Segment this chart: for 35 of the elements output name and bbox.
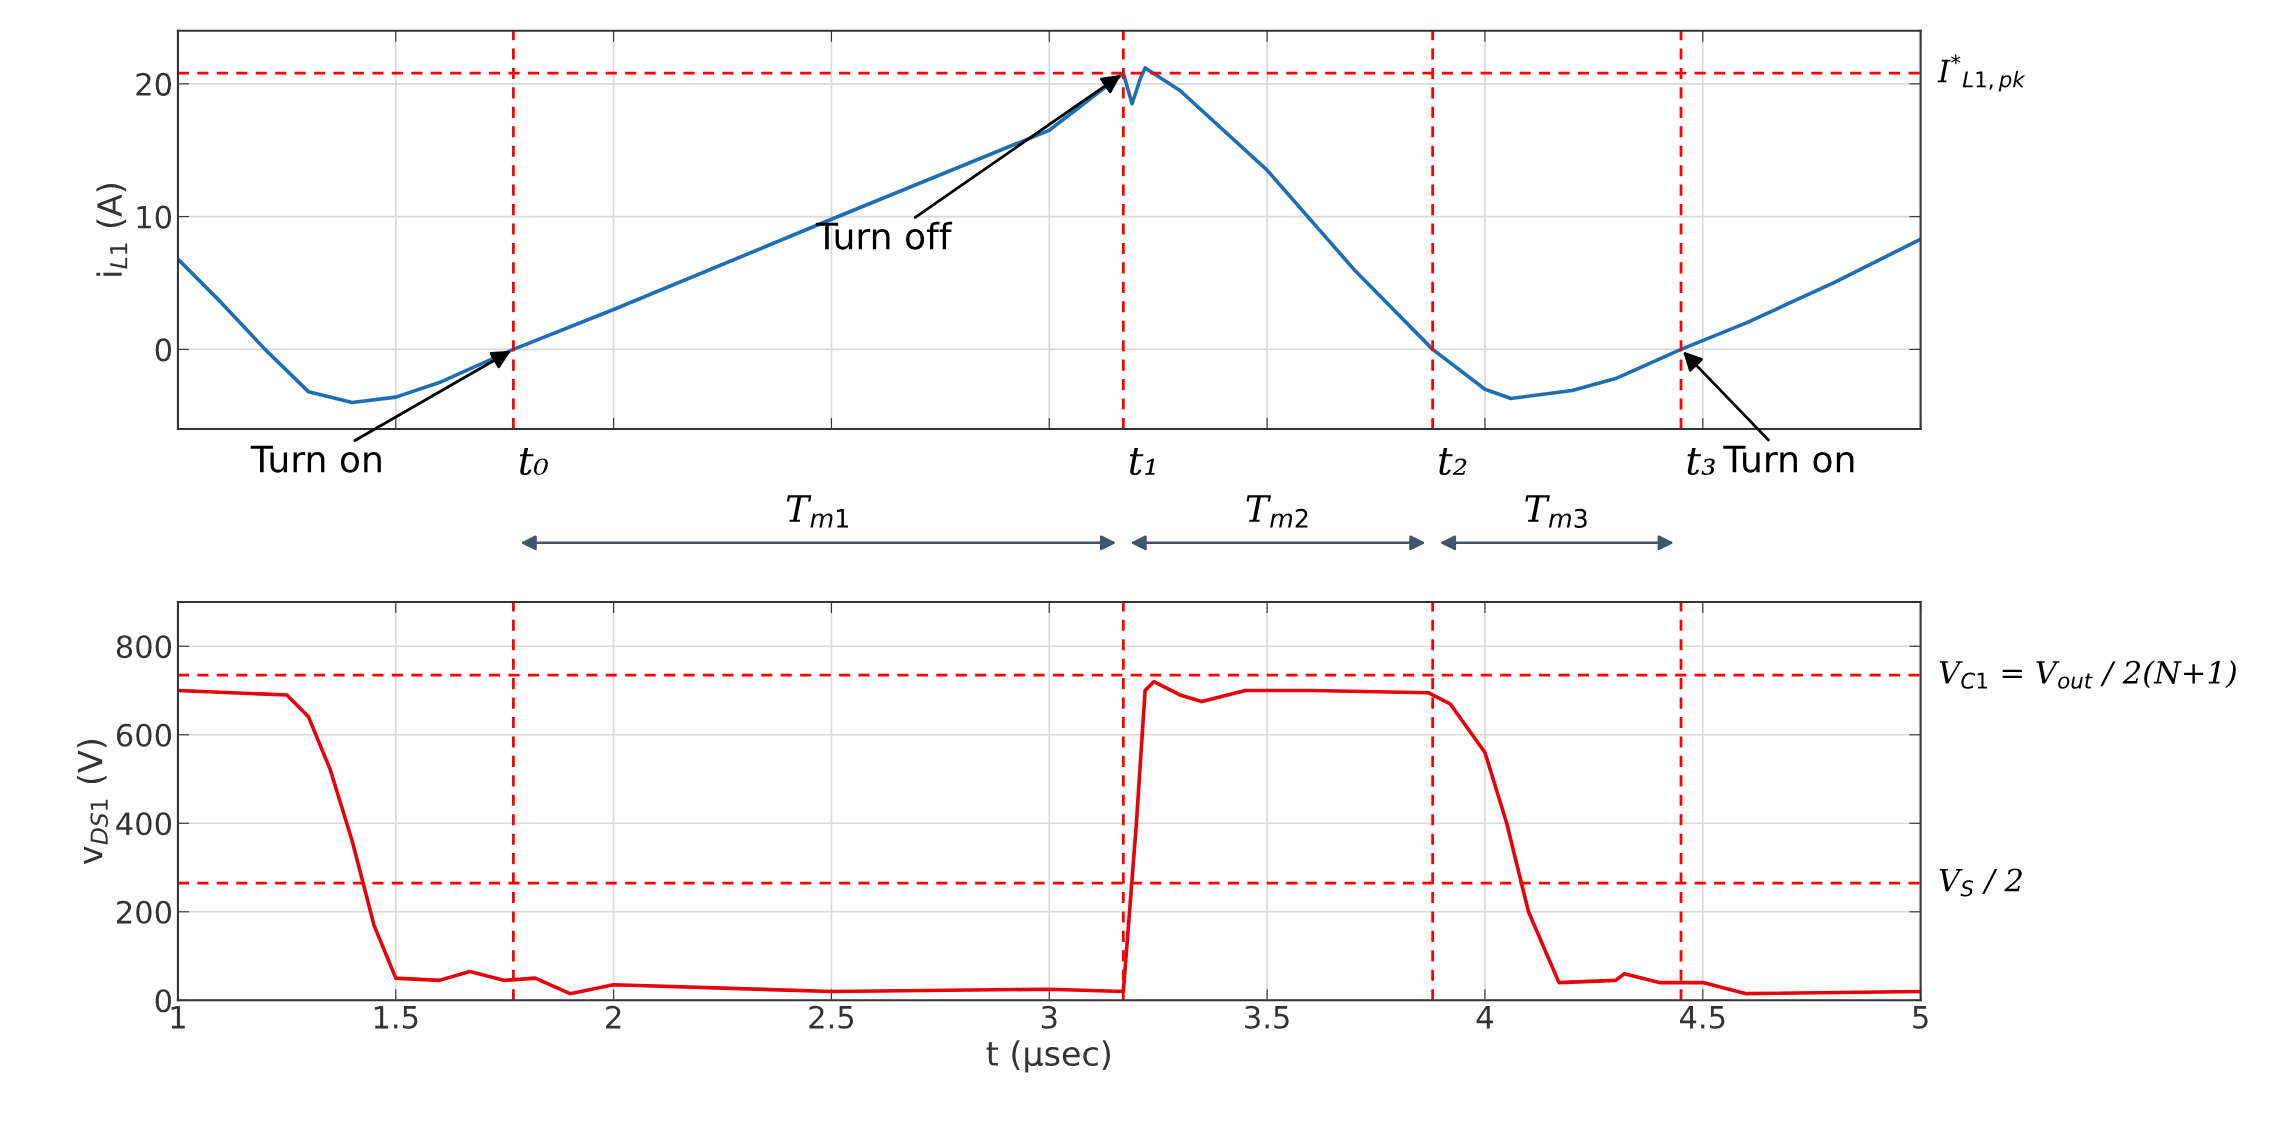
ref-line-label: t₂ <box>1439 448 1467 476</box>
x-tick-label: 1 <box>171 1006 185 1029</box>
text: T$_{m2}$ <box>1246 495 1308 528</box>
ref-line-label: t₀ <box>519 448 548 476</box>
y-tick-label: 20 <box>136 72 172 96</box>
x-tick-label: 2 <box>606 1005 621 1029</box>
y-tick-label: 400 <box>116 812 172 836</box>
y-tick-label: 800 <box>116 635 172 659</box>
x-tick-label: 3.5 <box>1245 1005 1289 1029</box>
ref-line-label: t₃ <box>1687 448 1715 476</box>
annotation: Turn off <box>815 221 953 250</box>
line-series <box>177 679 1921 996</box>
y-tick-label: 600 <box>116 723 172 747</box>
x-tick-label: 4 <box>1476 1006 1493 1029</box>
x-tick-label: 3 <box>1041 1005 1057 1029</box>
y-tick-label: 0 <box>155 989 172 1013</box>
line-series <box>177 66 1921 405</box>
ref-line-label: t₁ <box>1129 448 1155 476</box>
text: T$_{m3}$ <box>1525 495 1587 528</box>
x-axis-title: t (μsec) <box>986 1040 1110 1073</box>
y-axis-title: i$_{L1}$ (A) <box>96 184 128 276</box>
y-tick-label: 10 <box>137 205 172 229</box>
text: T$_{m1}$ <box>786 495 848 528</box>
ref-line-label: I$^{*}$$_{L1,pk}$ <box>1937 54 2026 92</box>
y-axis-title: v$_{DS1}$ (V) <box>76 740 109 865</box>
ref-line-label: V$_{C1}$ = V$_{out}$ / 2(N+1) <box>1939 660 2236 689</box>
x-tick-label: 1.5 <box>374 1006 418 1029</box>
y-tick-label: 0 <box>155 338 172 362</box>
annotation: Turn on <box>1723 445 1854 473</box>
ref-line-label: V$_{S}$ / 2 <box>1939 868 2022 897</box>
x-tick-label: 2.5 <box>809 1005 854 1029</box>
annotation: Turn on <box>250 445 381 473</box>
x-tick-label: 5 <box>1913 1006 1928 1029</box>
y-tick-label: 200 <box>116 900 172 924</box>
x-tick-label: 4.5 <box>1679 1006 1725 1029</box>
